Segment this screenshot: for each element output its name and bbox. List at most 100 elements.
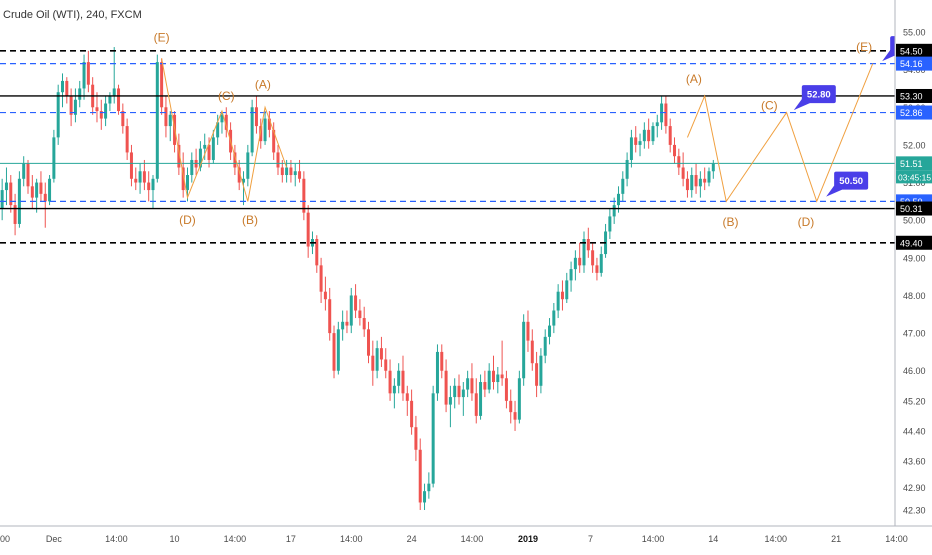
candle-body [384,359,388,371]
candle-body [181,167,185,191]
candle-body [336,329,340,371]
candle-body [371,355,375,371]
candle-body [95,107,99,112]
candle-body [367,329,371,356]
wave-label: (E) [856,40,872,54]
candle-body [224,114,228,130]
candle-body [306,212,310,247]
candle-body [453,385,457,398]
candle-body [203,144,207,149]
candle-body [435,351,439,394]
candle-body [177,144,181,168]
candle-body [147,182,151,191]
wave-label: (D) [798,215,815,229]
candle-body [552,310,556,326]
candle-body [341,321,345,330]
candle-body [423,491,427,503]
candle-body [332,333,336,371]
candle-body [651,126,655,142]
candle-body [655,122,659,127]
candle-body [535,363,539,386]
wave-label: (A) [686,72,702,86]
candle-body [664,103,668,127]
x-tick-label: 14:00 [224,534,247,544]
price-badge-label: 50.50 [839,176,863,187]
candle-body [578,257,582,266]
x-tick-label: 14:00 [642,534,665,544]
price-label-box [896,56,932,71]
wave-left-path [161,58,288,202]
candle-body [522,321,526,379]
candle-body [599,254,603,273]
candle-body [448,397,452,405]
candle-body [254,107,258,127]
x-tick-label: 14 [708,534,718,544]
candle-body [0,190,4,209]
y-tick-label: 42.30 [903,506,926,516]
candle-body [638,141,642,145]
candle-body [526,321,530,341]
candle-body [216,122,220,138]
wave-label: (D) [179,213,196,227]
wave-right-path [686,63,874,203]
candle-body [569,269,573,281]
candle-body [513,412,517,420]
candle-body [565,280,569,300]
candle-body [517,378,521,420]
candle-body [233,152,237,168]
candle-body [263,118,267,142]
candle-body [405,393,409,401]
wave-label: (C) [218,89,235,103]
candle-body [595,265,599,273]
candle-body [612,205,616,217]
candle-body [431,393,435,484]
candle-body [267,118,271,130]
y-tick-label: 44.40 [903,426,926,436]
candle-body [242,178,246,183]
price-axis[interactable]: 55.0054.0053.0052.0051.0050.0049.0048.00… [894,0,932,550]
candle-body [323,291,327,300]
candle-body [711,163,715,172]
candle-body [621,178,625,194]
price-label-box [896,105,932,120]
x-tick-label: 14:00 [105,534,128,544]
y-tick-label: 45.20 [903,396,926,406]
price-badge[interactable]: 50.50 [826,171,869,197]
candle-body [690,175,694,191]
y-tick-label: 43.60 [903,457,926,467]
candle-body [466,378,470,390]
candle-body [259,126,263,142]
candle-body [401,370,405,394]
candle-body [397,370,401,386]
candle-body [22,163,26,179]
x-tick-label: 2019 [518,534,538,544]
candle-body [440,351,444,371]
candle-body [142,171,146,183]
candle-body [530,340,534,364]
price-badge-label: 52.80 [807,90,831,101]
price-label: 50.31 [900,204,923,214]
candle-body [134,178,138,183]
wave-label: (C) [761,98,778,112]
candle-body [345,321,349,326]
price-label-box [896,43,932,58]
candle-body [125,126,129,153]
candle-body [168,114,172,127]
x-tick-label: 10 [170,534,180,544]
price-label: 54.50 [900,46,923,56]
candle-body [629,137,633,160]
x-tick-label: 17 [286,534,296,544]
price-badge[interactable]: 52.80 [793,85,836,111]
candle-body [642,129,646,142]
candle-body [543,336,547,356]
candle-body [479,382,483,416]
time-axis[interactable]: 00 Dec 14:00 10 14:00 17 14:00 24 14:00 2019 7 14:0… [0,525,932,544]
y-tick-label: 50.00 [903,216,926,226]
candle-body [496,374,500,383]
candle-body [487,370,491,390]
candle-body [198,148,202,168]
price-label-box [896,235,932,250]
candle-body [99,111,103,119]
